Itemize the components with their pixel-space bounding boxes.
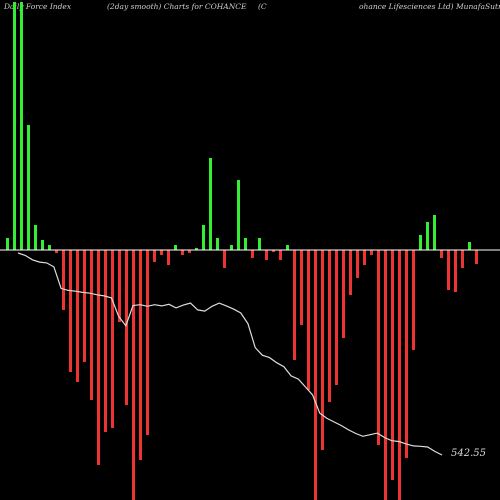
force-bar xyxy=(104,250,107,432)
force-bar xyxy=(160,250,163,255)
force-bar xyxy=(223,250,226,268)
price-line xyxy=(17,252,443,456)
force-bar xyxy=(202,225,205,250)
force-bar xyxy=(461,250,464,268)
force-bar xyxy=(83,250,86,362)
force-bar xyxy=(426,222,429,250)
force-bar xyxy=(335,250,338,385)
title-part-3: (C xyxy=(258,2,267,11)
force-bar xyxy=(118,250,121,322)
force-bar xyxy=(454,250,457,292)
force-bar xyxy=(181,250,184,255)
force-bar xyxy=(139,250,142,460)
force-bar xyxy=(272,250,275,252)
force-bar xyxy=(258,238,261,250)
force-bar xyxy=(62,250,65,310)
force-bar xyxy=(412,250,415,350)
force-bar xyxy=(188,250,191,253)
last-price-label: 542.55 xyxy=(451,448,486,459)
chart-title: Daily Force Index (2day smooth) Charts f… xyxy=(0,0,500,14)
force-bar xyxy=(475,250,478,264)
force-bar xyxy=(314,250,317,500)
force-bar xyxy=(209,158,212,250)
force-bar xyxy=(230,245,233,250)
title-part-1: Daily Force Index xyxy=(4,2,72,11)
force-bar xyxy=(398,250,401,500)
force-bar xyxy=(13,2,16,250)
force-bar xyxy=(167,250,170,265)
force-bar xyxy=(27,125,30,250)
force-bar xyxy=(174,245,177,250)
force-bar xyxy=(377,250,380,445)
force-bar xyxy=(433,215,436,250)
force-bar xyxy=(20,2,23,250)
force-bar xyxy=(286,245,289,250)
force-bar xyxy=(69,250,72,372)
force-bar xyxy=(293,250,296,360)
force-bar xyxy=(405,250,408,458)
force-bar xyxy=(125,250,128,405)
force-bar xyxy=(111,250,114,428)
force-bar xyxy=(342,250,345,338)
force-bar xyxy=(195,248,198,250)
force-bar xyxy=(146,250,149,435)
force-bar xyxy=(41,240,44,250)
force-bar xyxy=(363,250,366,265)
force-bar xyxy=(447,250,450,290)
force-bar xyxy=(300,250,303,325)
title-part-4: ohance Lifesciences Ltd) MunafaSutra.com xyxy=(359,2,500,11)
force-bar xyxy=(216,238,219,250)
force-index-bars xyxy=(6,2,478,500)
force-bar xyxy=(468,242,471,250)
force-bar xyxy=(153,250,156,262)
force-bar xyxy=(76,250,79,382)
force-bar xyxy=(356,250,359,278)
force-bar xyxy=(48,245,51,250)
force-bar xyxy=(237,180,240,250)
force-bar xyxy=(132,250,135,500)
force-bar xyxy=(440,250,443,258)
force-bar xyxy=(328,250,331,402)
force-bar xyxy=(384,250,387,500)
force-bar xyxy=(34,225,37,250)
force-bar xyxy=(349,250,352,295)
force-bar xyxy=(244,238,247,250)
force-bar xyxy=(90,250,93,400)
force-bar xyxy=(321,250,324,450)
title-part-2: (2day smooth) Charts for COHANCE xyxy=(107,2,247,11)
force-bar xyxy=(55,250,58,253)
force-bar xyxy=(307,250,310,390)
force-bar xyxy=(279,250,282,260)
force-bar xyxy=(265,250,268,260)
force-bar xyxy=(251,250,254,258)
force-bar xyxy=(391,250,394,480)
force-bar xyxy=(419,235,422,250)
force-bar xyxy=(370,250,373,255)
force-bar xyxy=(6,238,9,250)
force-bar xyxy=(97,250,100,465)
